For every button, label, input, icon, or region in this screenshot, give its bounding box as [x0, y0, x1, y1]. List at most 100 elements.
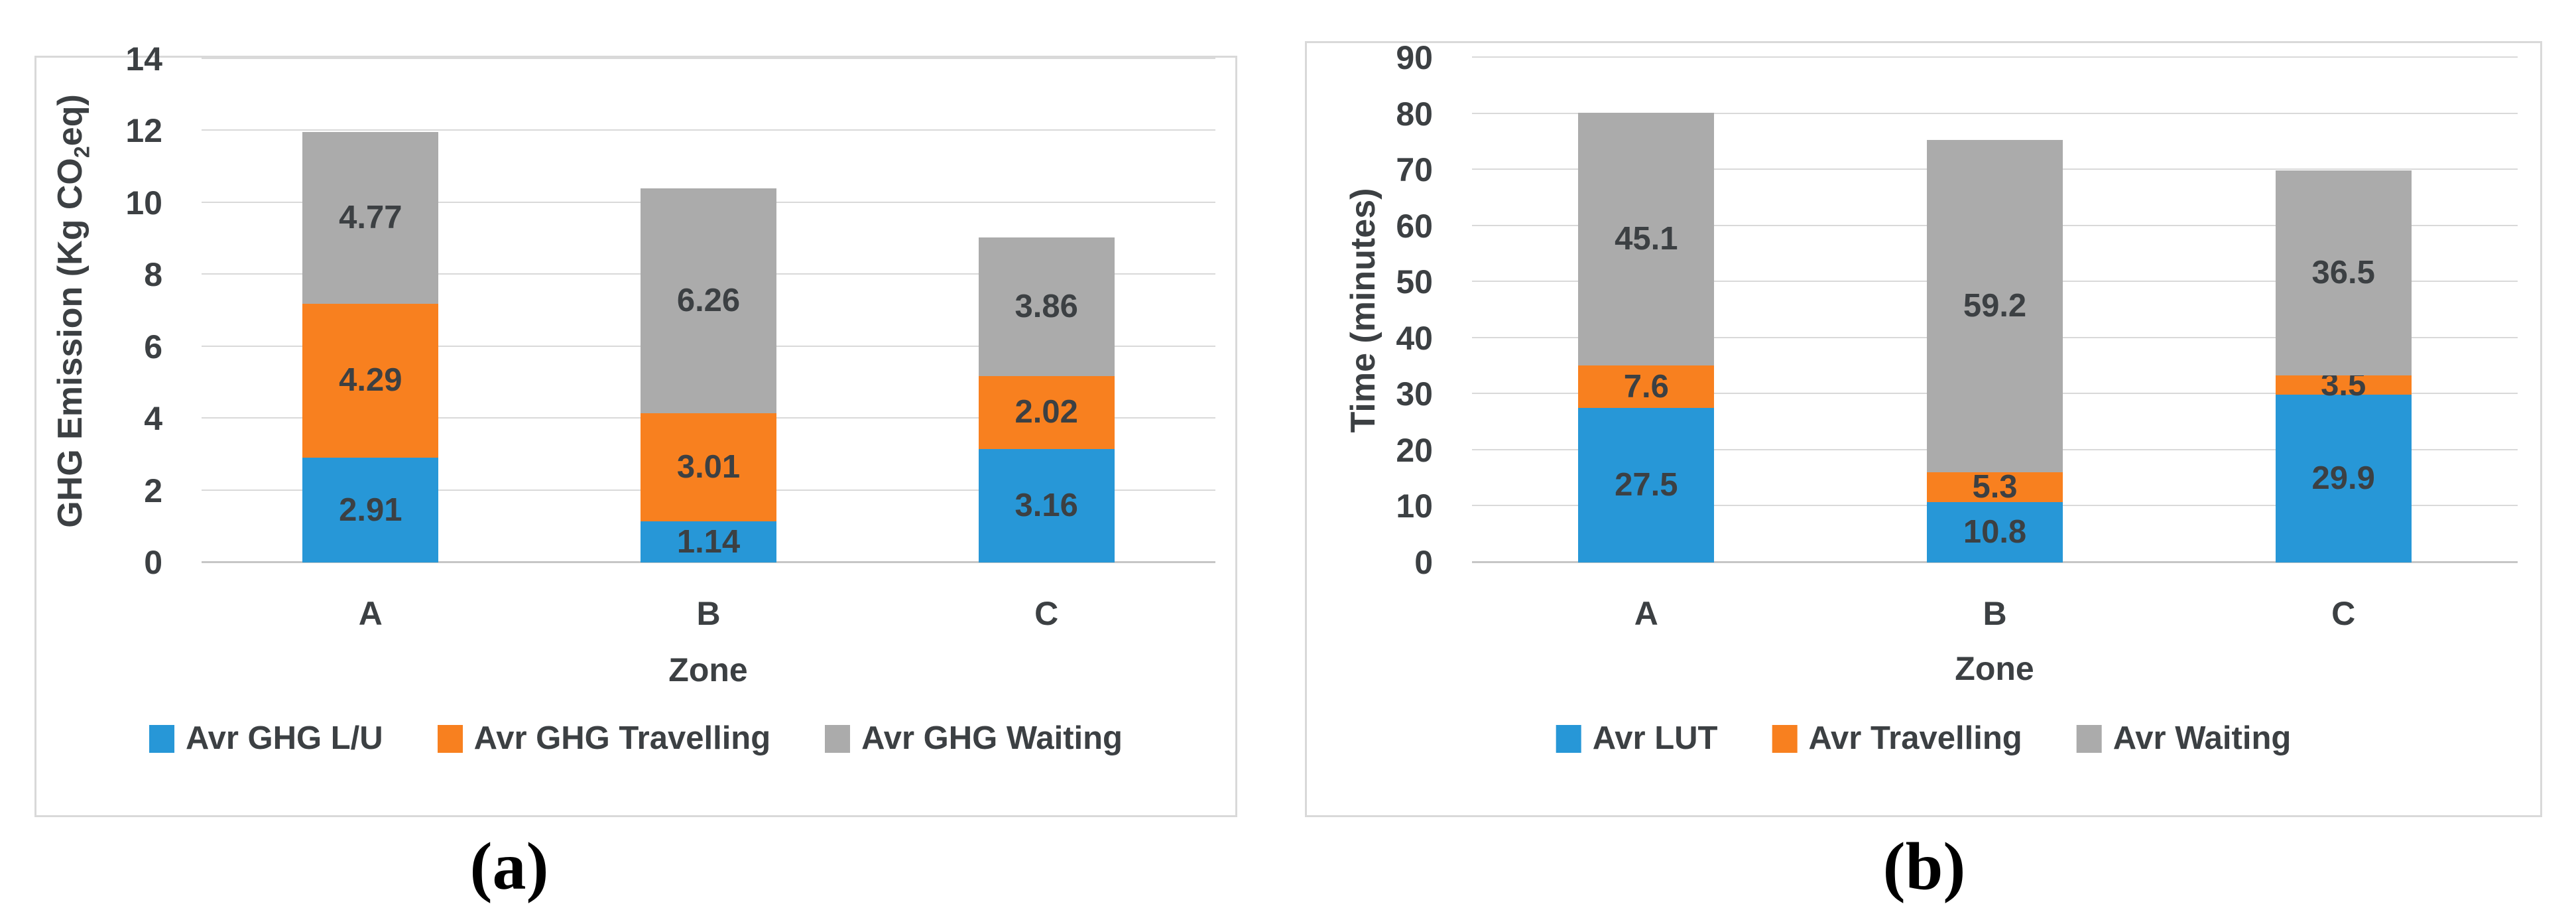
- bar-segment: 3.5: [2275, 368, 2412, 401]
- bar-value-label: 29.9: [2311, 460, 2375, 497]
- bar-value-label: 3.16: [1014, 487, 1078, 523]
- gridline: [202, 58, 1215, 59]
- x-category-label: C: [2331, 595, 2356, 632]
- chart-panel-a: GHG Emission (Kg CO2eq) 0 2 4 6 8 10 12 14 2.91…: [34, 42, 1237, 817]
- legend-swatch: [825, 724, 851, 753]
- bar-value-label: 2.91: [339, 491, 402, 528]
- bar-segment: 29.9: [2275, 395, 2412, 562]
- x-category-label: C: [1034, 595, 1059, 632]
- y-axis-tick-labels: 0 2 4 6 8 10 12 14: [36, 42, 162, 579]
- bar-segment: 6.26: [641, 188, 776, 414]
- bar-zone-B: 10.8 5.3 59.2: [1927, 58, 2063, 562]
- y-tick-label: 20: [1396, 431, 1433, 469]
- x-category-label: B: [1983, 595, 2007, 632]
- y-tick-label: 0: [1414, 544, 1433, 581]
- bar-segment: 4.77: [302, 132, 439, 304]
- legend: Avr GHG L/U Avr GHG Travelling Avr GHG Wai…: [149, 722, 1123, 755]
- legend-item: Avr LUT: [1556, 720, 1718, 756]
- y-tick-label: 0: [144, 544, 162, 581]
- x-axis-title: Zone: [1955, 650, 2034, 687]
- plot-area: 27.5 7.6 45.1 10.8 5.3 59.2 29.9 3.5 36.5: [1472, 56, 2518, 563]
- bar-value-label: 4.29: [339, 362, 402, 399]
- x-axis-category-labels: A B C: [202, 597, 1215, 643]
- bar-value-label: 5.3: [1972, 468, 2018, 505]
- bar-segment: 59.2: [1927, 140, 2063, 472]
- bar-value-label: 7.6: [1623, 368, 1669, 405]
- y-tick-label: 90: [1396, 39, 1433, 76]
- x-axis-category-labels: A B C: [1472, 597, 2518, 643]
- legend-item: Avr Travelling: [1772, 722, 2022, 755]
- bar-segment: 36.5: [2275, 170, 2412, 375]
- bar-segment: 3.01: [641, 413, 776, 522]
- legend-item: Avr GHG Travelling: [437, 720, 771, 756]
- y-tick-label: 10: [125, 184, 162, 222]
- bar-segment: 10.8: [1927, 501, 2063, 562]
- bar-segment: 4.29: [302, 303, 439, 458]
- bar-segment: 3.16: [978, 448, 1115, 562]
- bar-segment: 7.6: [1578, 365, 1715, 409]
- legend-label: Avr GHG L/U: [186, 720, 383, 756]
- subfigure-caption-b: (b): [1882, 829, 1966, 904]
- y-tick-label: 8: [144, 256, 162, 294]
- bar-segment: 27.5: [1578, 408, 1715, 562]
- gridline: [202, 129, 1215, 131]
- y-tick-label: 12: [125, 112, 162, 150]
- legend-label: Avr GHG Waiting: [861, 720, 1123, 756]
- bar-value-label: 36.5: [2311, 254, 2375, 291]
- y-tick-label: 30: [1396, 375, 1433, 413]
- legend-swatch: [1556, 724, 1581, 753]
- legend-label: Avr LUT: [1592, 720, 1718, 756]
- x-category-label: A: [1634, 595, 1658, 632]
- y-tick-label: 2: [144, 472, 162, 509]
- y-tick-label: 4: [144, 400, 162, 438]
- bar-value-label: 1.14: [676, 523, 741, 560]
- y-tick-label: 14: [125, 40, 162, 78]
- x-category-label: B: [696, 595, 721, 632]
- y-tick-label: 10: [1396, 488, 1433, 525]
- legend-item: Avr GHG L/U: [149, 722, 383, 755]
- legend-label: Avr Waiting: [2113, 720, 2292, 756]
- bar-segment: 3.86: [978, 237, 1115, 377]
- bar-value-label: 3.86: [1014, 289, 1078, 325]
- bar-value-label: 6.26: [676, 282, 741, 318]
- bar-value-label: 59.2: [1963, 288, 2027, 324]
- bar-value-label: 4.77: [339, 199, 402, 235]
- subfigure-caption-a: (a): [469, 829, 549, 904]
- bar-zone-A: 27.5 7.6 45.1: [1578, 58, 1715, 562]
- bar-value-label: 3.01: [676, 449, 741, 486]
- bar-value-label: 2.02: [1014, 394, 1078, 430]
- x-axis-title: Zone: [668, 651, 748, 688]
- gridline: [1472, 112, 2518, 114]
- bar-value-label: 10.8: [1963, 513, 2027, 550]
- y-tick-label: 70: [1396, 151, 1433, 189]
- bar-zone-C: 29.9 3.5 36.5: [2275, 58, 2412, 562]
- y-axis-tick-labels: 0 10 20 30 40 50 60 70 80 90: [1307, 41, 1433, 579]
- gridline: [1472, 56, 2518, 58]
- bar-segment: 5.3: [1927, 468, 2063, 505]
- plot-area: 2.91 4.29 4.77 1.14 3.01 6.26 3.16 2.02 3.86: [202, 58, 1215, 563]
- bar-segment: 2.02: [978, 376, 1115, 449]
- bar-zone-C: 3.16 2.02 3.86: [978, 59, 1115, 562]
- legend-item: Avr GHG Waiting: [825, 722, 1123, 755]
- x-category-label: A: [358, 595, 383, 632]
- legend-swatch: [437, 724, 463, 753]
- legend-swatch: [1772, 724, 1798, 753]
- legend-item: Avr Waiting: [2076, 720, 2292, 756]
- bar-value-label: 45.1: [1615, 221, 1678, 257]
- legend-swatch: [149, 724, 175, 753]
- legend-swatch: [2076, 724, 2102, 753]
- bar-segment: 2.91: [302, 458, 439, 562]
- chart-panel-b: Time (minutes) 0 10 20 30 40 50 60 70 80 90 27.5 7…: [1305, 41, 2542, 817]
- y-tick-label: 6: [144, 328, 162, 365]
- legend-label: Avr Travelling: [1808, 720, 2022, 756]
- legend-label: Avr GHG Travelling: [473, 720, 771, 756]
- bar-segment: 45.1: [1578, 112, 1715, 366]
- legend: Avr LUT Avr Travelling Avr Waiting: [1556, 720, 2292, 756]
- y-tick-label: 60: [1396, 207, 1433, 245]
- y-tick-label: 40: [1396, 319, 1433, 357]
- bar-zone-A: 2.91 4.29 4.77: [302, 59, 439, 562]
- bar-segment: 1.14: [641, 521, 776, 562]
- y-tick-label: 50: [1396, 263, 1433, 301]
- bar-value-label: 27.5: [1615, 467, 1678, 503]
